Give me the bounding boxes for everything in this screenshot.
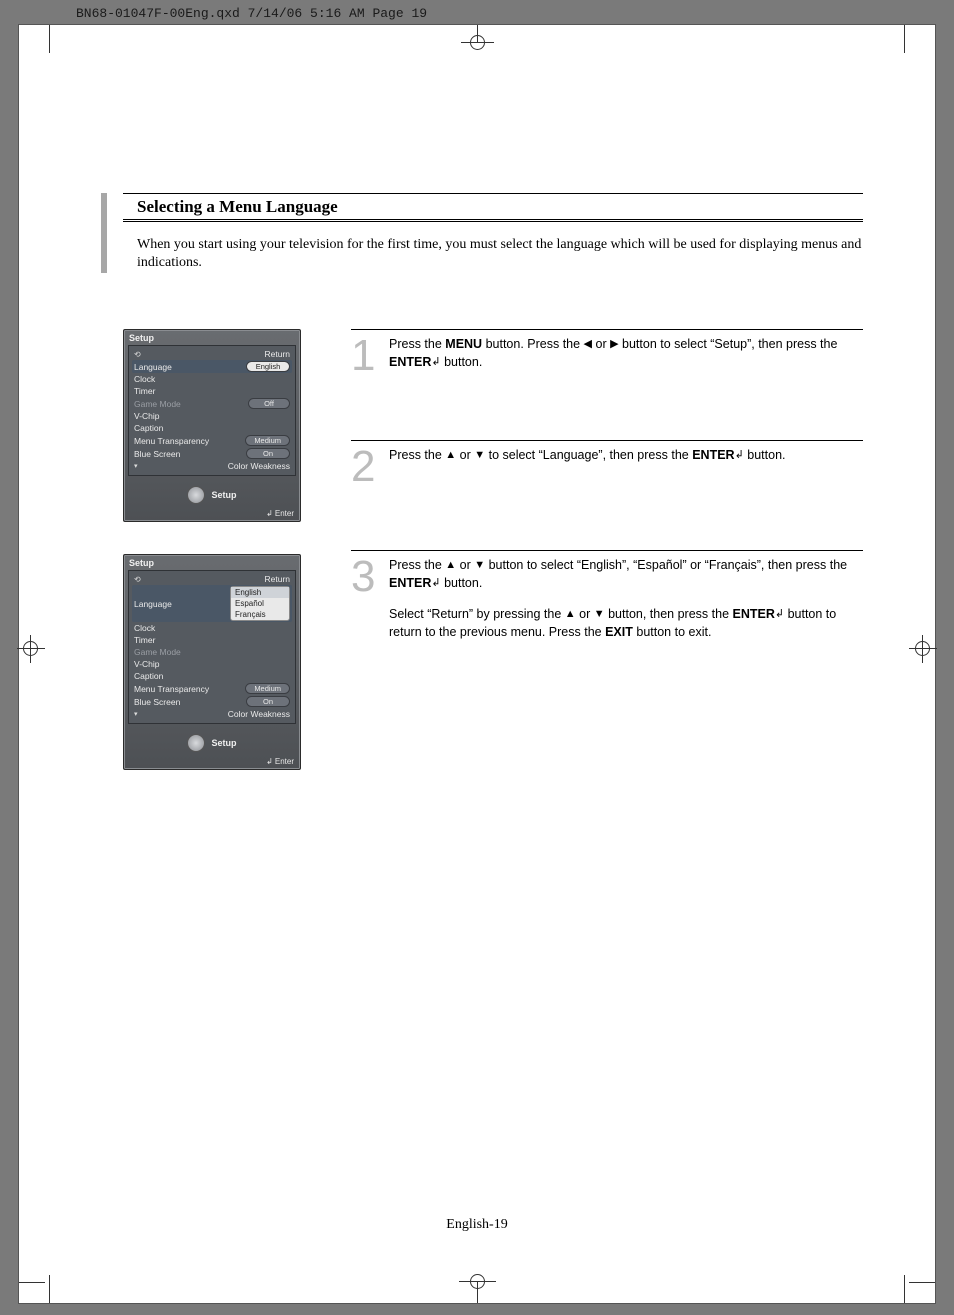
instruction-step: 1Press the MENU button. Press the ◀ or ▶…	[351, 329, 863, 376]
menu-item[interactable]: Timer	[132, 634, 292, 646]
step-text: Press the MENU button. Press the ◀ or ▶ …	[389, 336, 863, 376]
menu-item[interactable]: Clock	[132, 622, 292, 634]
page-number: English-19	[19, 1217, 935, 1233]
menu-item-label: Caption	[134, 671, 163, 681]
menu-item-label: Language	[134, 362, 172, 372]
menu-item[interactable]: Game Mode	[132, 646, 292, 658]
menu-item-value: Off	[248, 398, 290, 409]
dropdown-option[interactable]: Français	[231, 609, 289, 620]
menu-item[interactable]: Language English	[132, 360, 292, 373]
step-number: 3	[351, 557, 379, 641]
menu-item[interactable]: V-Chip	[132, 410, 292, 422]
dropdown-option[interactable]: Español	[231, 598, 289, 609]
panel-footer: Setup	[124, 480, 300, 509]
menu-item-label: Color Weakness	[228, 461, 290, 471]
step-text: Press the ▲ or ▼ button to select “Engli…	[389, 557, 863, 641]
menu-item-label: Menu Transparency	[134, 684, 209, 694]
steps-column: 1Press the MENU button. Press the ◀ or ▶…	[351, 329, 863, 770]
menu-item-value: On	[246, 448, 290, 459]
panel-body: ReturnLanguageEnglishClockTimerGame Mode…	[128, 345, 296, 476]
menu-item-label: V-Chip	[134, 659, 160, 669]
menu-item-label: V-Chip	[134, 411, 160, 421]
menu-item[interactable]: Caption	[132, 422, 292, 434]
menu-item[interactable]: Game Mode Off	[132, 397, 292, 410]
menu-item-label: Blue Screen	[134, 697, 180, 707]
gear-icon	[187, 486, 205, 504]
crop-marks-bottom	[19, 1267, 935, 1303]
panel-enter-hint: Enter	[124, 757, 300, 769]
tv-menu-panel: Setup Return Language EnglishEspañolFrançai…	[123, 554, 301, 770]
enter-label: Enter	[275, 757, 294, 766]
panel-enter-hint: Enter	[124, 509, 300, 521]
page: Selecting a Menu Language When you start…	[18, 24, 936, 1304]
menu-item-label: Blue Screen	[134, 449, 180, 459]
step-number: 2	[351, 447, 379, 487]
menu-item-value: Medium	[245, 435, 290, 446]
menu-item[interactable]: V-Chip	[132, 658, 292, 670]
menu-item-return[interactable]: Return	[132, 348, 292, 360]
menu-item[interactable]: Caption	[132, 670, 292, 682]
enter-icon	[266, 757, 275, 766]
menu-item[interactable]: Color Weakness	[132, 460, 292, 472]
dropdown-option[interactable]: English	[231, 587, 289, 598]
menu-item[interactable]: Language EnglishEspañolFrançais	[132, 585, 292, 622]
menu-item-label: Game Mode	[134, 399, 181, 409]
menu-item[interactable]: Clock	[132, 373, 292, 385]
screenshots-column: SetupReturnLanguageEnglishClockTimerGame…	[123, 329, 311, 770]
section-accent-bar	[101, 193, 107, 273]
panel-title: Setup	[124, 555, 300, 570]
menu-item-label: Caption	[134, 423, 163, 433]
menu-item[interactable]: Color Weakness	[132, 708, 292, 720]
menu-item-value: English	[246, 361, 290, 372]
language-dropdown[interactable]: EnglishEspañolFrançais	[230, 586, 290, 621]
panel-title: Setup	[124, 330, 300, 345]
gear-icon	[187, 734, 205, 752]
menu-item-label: Clock	[134, 374, 155, 384]
step-number: 1	[351, 336, 379, 376]
menu-item-value: On	[246, 696, 290, 707]
menu-item[interactable]: Menu Transparency Medium	[132, 434, 292, 447]
enter-label: Enter	[275, 509, 294, 518]
title-double-rule	[123, 221, 863, 222]
enter-icon	[266, 509, 275, 518]
content-area: Selecting a Menu Language When you start…	[123, 193, 863, 770]
prepress-header: BN68-01047F-00Eng.qxd 7/14/06 5:16 AM Pa…	[0, 6, 954, 22]
panel-footer-label: Setup	[211, 490, 236, 500]
panel-body: Return Language EnglishEspañolFrançais Cloc…	[128, 570, 296, 724]
menu-item[interactable]: Blue Screen On	[132, 695, 292, 708]
section-title-bar: Selecting a Menu Language	[123, 193, 863, 220]
instruction-step: 2Press the ▲ or ▼ to select “Language”, …	[351, 440, 863, 487]
crop-marks-top	[19, 25, 935, 57]
menu-item[interactable]: Menu Transparency Medium	[132, 682, 292, 695]
menu-item-label: Clock	[134, 623, 155, 633]
menu-item-return[interactable]: Return	[132, 573, 292, 585]
menu-item[interactable]: Timer	[132, 385, 292, 397]
menu-item-label: Color Weakness	[228, 709, 290, 719]
intro-text: When you start using your television for…	[137, 236, 863, 271]
step-text: Press the ▲ or ▼ to select “Language”, t…	[389, 447, 786, 487]
section-title: Selecting a Menu Language	[123, 194, 863, 217]
menu-item-label: Game Mode	[134, 647, 181, 657]
menu-item[interactable]: Blue Screen On	[132, 447, 292, 460]
menu-item-value: Medium	[245, 683, 290, 694]
tv-menu-panel: SetupReturnLanguageEnglishClockTimerGame…	[123, 329, 301, 522]
registration-mark-left	[17, 635, 45, 663]
menu-item-label: Language	[134, 599, 172, 609]
panel-footer: Setup	[124, 728, 300, 757]
menu-item-label: Menu Transparency	[134, 436, 209, 446]
instruction-step: 3Press the ▲ or ▼ button to select “Engl…	[351, 550, 863, 641]
panel-footer-label: Setup	[211, 738, 236, 748]
menu-item-label: Timer	[134, 386, 155, 396]
registration-mark-right	[909, 635, 937, 663]
menu-item-label: Timer	[134, 635, 155, 645]
